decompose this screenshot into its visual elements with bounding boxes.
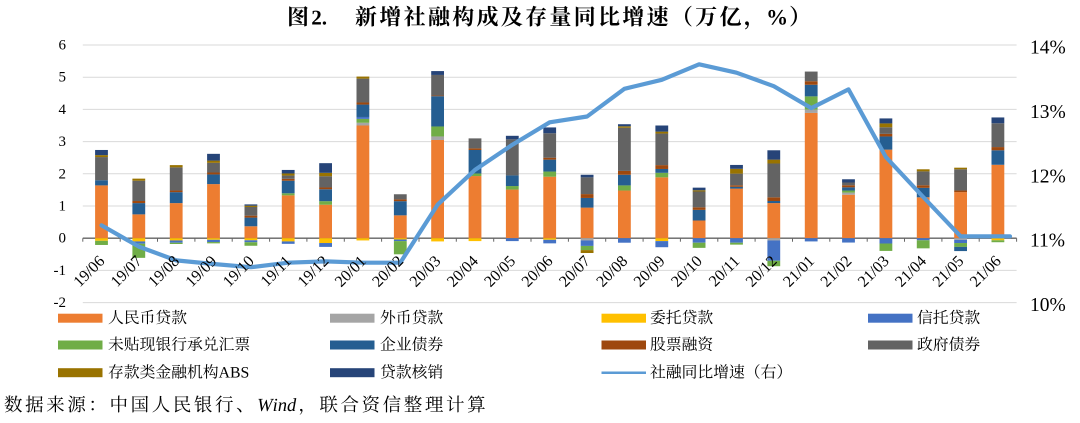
svg-text:12%: 12%: [1030, 166, 1066, 187]
svg-text:21/06: 21/06: [967, 253, 1005, 291]
svg-text:4: 4: [59, 102, 67, 118]
svg-text:20/11: 20/11: [706, 253, 743, 290]
svg-text:21/01: 21/01: [780, 253, 818, 291]
svg-text:-1: -1: [54, 263, 67, 279]
svg-text:13%: 13%: [1030, 102, 1066, 123]
svg-text:10%: 10%: [1030, 295, 1066, 316]
svg-text:19/10: 19/10: [220, 253, 258, 291]
svg-text:20/01: 20/01: [332, 253, 370, 291]
svg-text:20/04: 20/04: [444, 253, 482, 291]
svg-text:14%: 14%: [1030, 38, 1066, 59]
svg-text:19/12: 19/12: [295, 253, 333, 291]
svg-text:19/09: 19/09: [183, 253, 221, 291]
svg-text:6: 6: [59, 38, 67, 54]
svg-text:0: 0: [59, 231, 67, 247]
svg-text:5: 5: [59, 70, 67, 86]
svg-text:20/07: 20/07: [556, 253, 594, 291]
svg-text:20/08: 20/08: [593, 253, 631, 291]
svg-text:19/11: 19/11: [258, 253, 295, 290]
svg-text:19/06: 19/06: [71, 253, 109, 291]
svg-text:21/04: 21/04: [892, 253, 930, 291]
svg-text:11%: 11%: [1030, 231, 1065, 252]
svg-text:-2: -2: [54, 295, 67, 311]
svg-text:20/03: 20/03: [407, 253, 445, 291]
svg-text:21/02: 21/02: [818, 253, 856, 291]
svg-text:20/06: 20/06: [519, 253, 557, 291]
svg-text:20/09: 20/09: [631, 253, 669, 291]
svg-text:19/07: 19/07: [108, 253, 146, 291]
svg-text:3: 3: [59, 134, 67, 150]
svg-text:2: 2: [59, 166, 67, 182]
svg-text:20/05: 20/05: [481, 253, 519, 291]
svg-text:1: 1: [59, 199, 67, 215]
svg-text:21/03: 21/03: [855, 253, 893, 291]
svg-text:21/05: 21/05: [930, 253, 968, 291]
svg-text:20/10: 20/10: [668, 253, 706, 291]
